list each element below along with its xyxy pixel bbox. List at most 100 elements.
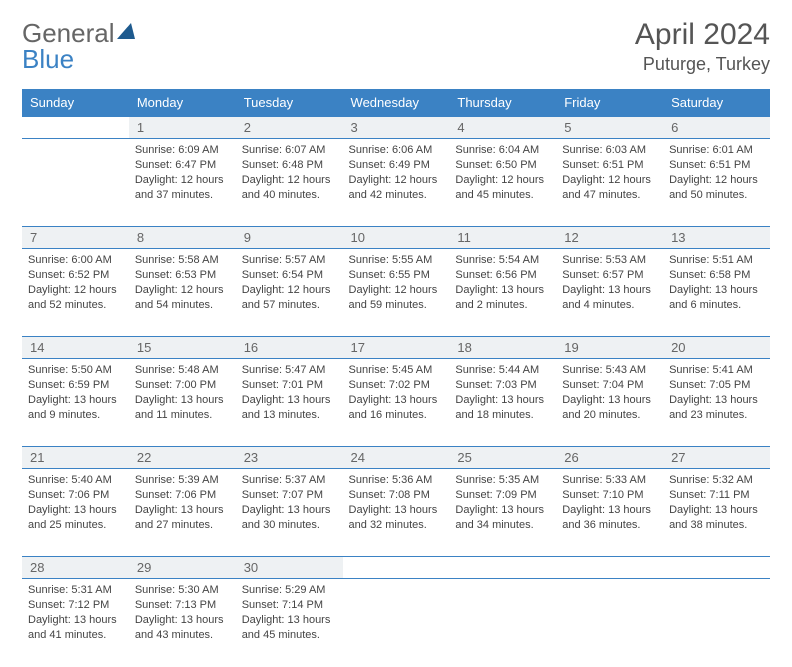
daylight-text: Daylight: 12 hours [242,173,337,188]
day-number [449,557,556,579]
day-content-row: Sunrise: 5:40 AMSunset: 7:06 PMDaylight:… [22,469,770,557]
sunrise-text: Sunrise: 5:35 AM [455,473,550,488]
daylight-text: and 20 minutes. [562,408,657,423]
sunrise-text: Sunrise: 6:03 AM [562,143,657,158]
sunset-text: Sunset: 7:08 PM [349,488,444,503]
day-cell: Sunrise: 5:30 AMSunset: 7:13 PMDaylight:… [129,579,236,667]
daylight-text: Daylight: 13 hours [135,393,230,408]
sunset-text: Sunset: 6:51 PM [562,158,657,173]
day-cell: Sunrise: 6:09 AMSunset: 6:47 PMDaylight:… [129,139,236,227]
daylight-text: Daylight: 13 hours [455,503,550,518]
sunrise-text: Sunrise: 5:39 AM [135,473,230,488]
day-number: 10 [343,227,450,249]
day-details: Sunrise: 6:03 AMSunset: 6:51 PMDaylight:… [562,143,657,202]
day-cell [22,139,129,227]
daylight-text: Daylight: 13 hours [28,393,123,408]
day-header: Sunday [22,89,129,117]
daylight-text: and 50 minutes. [669,188,764,203]
daylight-text: Daylight: 13 hours [135,613,230,628]
day-details: Sunrise: 5:44 AMSunset: 7:03 PMDaylight:… [455,363,550,422]
sunrise-text: Sunrise: 5:55 AM [349,253,444,268]
daylight-text: and 41 minutes. [28,628,123,643]
sunset-text: Sunset: 6:52 PM [28,268,123,283]
day-cell: Sunrise: 5:48 AMSunset: 7:00 PMDaylight:… [129,359,236,447]
daylight-text: Daylight: 12 hours [562,173,657,188]
day-cell [343,579,450,667]
daylight-text: and 11 minutes. [135,408,230,423]
day-header: Thursday [449,89,556,117]
daylight-text: and 38 minutes. [669,518,764,533]
day-number: 22 [129,447,236,469]
day-number: 13 [663,227,770,249]
day-number: 6 [663,117,770,139]
sunset-text: Sunset: 7:11 PM [669,488,764,503]
sunset-text: Sunset: 7:05 PM [669,378,764,393]
day-cell: Sunrise: 5:55 AMSunset: 6:55 PMDaylight:… [343,249,450,337]
day-details: Sunrise: 5:45 AMSunset: 7:02 PMDaylight:… [349,363,444,422]
day-cell: Sunrise: 6:06 AMSunset: 6:49 PMDaylight:… [343,139,450,227]
daylight-text: Daylight: 13 hours [669,503,764,518]
daylight-text: and 16 minutes. [349,408,444,423]
daylight-text: and 45 minutes. [455,188,550,203]
sunset-text: Sunset: 6:55 PM [349,268,444,283]
sunrise-text: Sunrise: 5:57 AM [242,253,337,268]
sunrise-text: Sunrise: 5:54 AM [455,253,550,268]
daylight-text: and 37 minutes. [135,188,230,203]
daylight-text: Daylight: 12 hours [669,173,764,188]
day-number-row: 123456 [22,117,770,139]
daylight-text: and 57 minutes. [242,298,337,313]
day-number: 18 [449,337,556,359]
day-number-row: 14151617181920 [22,337,770,359]
daylight-text: Daylight: 13 hours [349,393,444,408]
day-content-row: Sunrise: 6:00 AMSunset: 6:52 PMDaylight:… [22,249,770,337]
daylight-text: and 40 minutes. [242,188,337,203]
day-number [663,557,770,579]
day-details: Sunrise: 5:31 AMSunset: 7:12 PMDaylight:… [28,583,123,642]
sunset-text: Sunset: 6:58 PM [669,268,764,283]
daylight-text: and 42 minutes. [349,188,444,203]
day-content-row: Sunrise: 6:09 AMSunset: 6:47 PMDaylight:… [22,139,770,227]
daylight-text: and 13 minutes. [242,408,337,423]
daylight-text: Daylight: 13 hours [349,503,444,518]
month-title: April 2024 [635,18,770,52]
daylight-text: Daylight: 12 hours [349,173,444,188]
location-text: Puturge, Turkey [635,54,770,75]
day-details: Sunrise: 5:55 AMSunset: 6:55 PMDaylight:… [349,253,444,312]
daylight-text: Daylight: 13 hours [669,283,764,298]
day-details: Sunrise: 6:04 AMSunset: 6:50 PMDaylight:… [455,143,550,202]
daylight-text: and 59 minutes. [349,298,444,313]
sunrise-text: Sunrise: 5:58 AM [135,253,230,268]
daylight-text: and 30 minutes. [242,518,337,533]
daylight-text: and 54 minutes. [135,298,230,313]
daylight-text: Daylight: 13 hours [562,283,657,298]
day-details: Sunrise: 5:40 AMSunset: 7:06 PMDaylight:… [28,473,123,532]
day-number: 27 [663,447,770,469]
day-cell: Sunrise: 5:43 AMSunset: 7:04 PMDaylight:… [556,359,663,447]
day-details: Sunrise: 5:30 AMSunset: 7:13 PMDaylight:… [135,583,230,642]
day-details: Sunrise: 5:50 AMSunset: 6:59 PMDaylight:… [28,363,123,422]
day-cell: Sunrise: 5:58 AMSunset: 6:53 PMDaylight:… [129,249,236,337]
day-number-row: 78910111213 [22,227,770,249]
sunset-text: Sunset: 7:10 PM [562,488,657,503]
day-details: Sunrise: 5:39 AMSunset: 7:06 PMDaylight:… [135,473,230,532]
day-number [343,557,450,579]
day-details: Sunrise: 5:32 AMSunset: 7:11 PMDaylight:… [669,473,764,532]
day-cell: Sunrise: 6:07 AMSunset: 6:48 PMDaylight:… [236,139,343,227]
daylight-text: and 36 minutes. [562,518,657,533]
day-details: Sunrise: 5:53 AMSunset: 6:57 PMDaylight:… [562,253,657,312]
day-number: 14 [22,337,129,359]
day-header: Saturday [663,89,770,117]
day-header: Wednesday [343,89,450,117]
calendar-body: 123456Sunrise: 6:09 AMSunset: 6:47 PMDay… [22,117,770,667]
daylight-text: and 9 minutes. [28,408,123,423]
daylight-text: and 25 minutes. [28,518,123,533]
sunset-text: Sunset: 7:12 PM [28,598,123,613]
day-details: Sunrise: 5:33 AMSunset: 7:10 PMDaylight:… [562,473,657,532]
day-details: Sunrise: 6:00 AMSunset: 6:52 PMDaylight:… [28,253,123,312]
title-block: April 2024 Puturge, Turkey [635,18,770,75]
day-number: 24 [343,447,450,469]
day-cell: Sunrise: 5:37 AMSunset: 7:07 PMDaylight:… [236,469,343,557]
day-cell: Sunrise: 5:36 AMSunset: 7:08 PMDaylight:… [343,469,450,557]
daylight-text: Daylight: 12 hours [28,283,123,298]
day-number: 25 [449,447,556,469]
